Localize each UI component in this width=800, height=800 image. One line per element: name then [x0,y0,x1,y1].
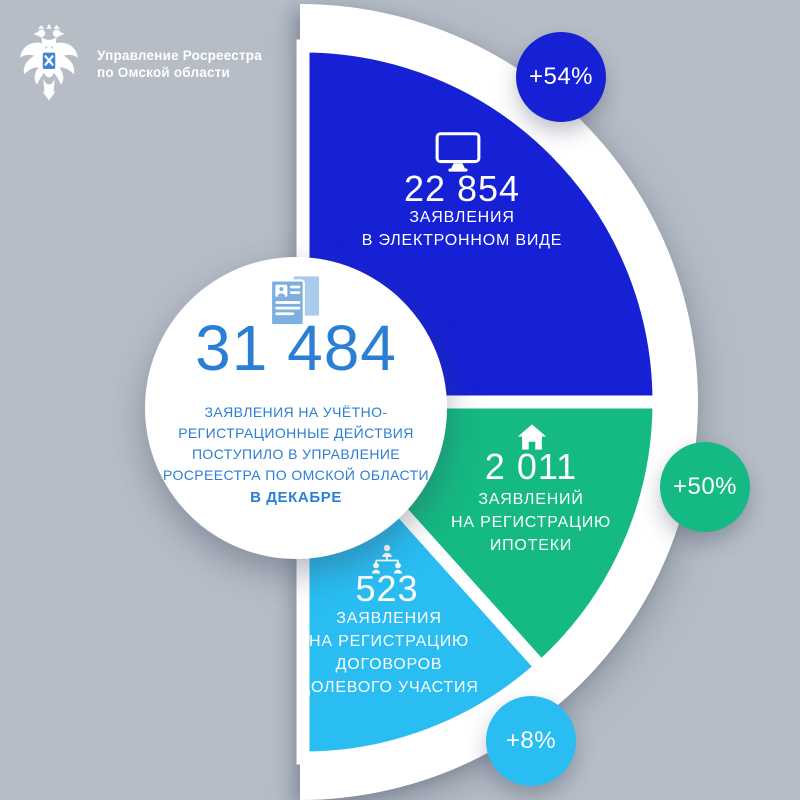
total-description: ЗАЯВЛЕНИЯ НА УЧЁТНО- РЕГИСТРАЦИОННЫЕ ДЕЙ… [163,402,429,486]
electronic-value: 22 854 [403,168,521,209]
shared-construction-label: ЗАЯВЛЕНИЯ НА РЕГИСТРАЦИЮ ДОГОВОРОВ ДОЛЕВ… [299,607,478,699]
mortgage-value: 2 011 [484,446,578,487]
shared-label-line2: НА РЕГИСТРАЦИЮ [309,633,469,650]
total-description-line4: РОСРЕЕСТРА ПО ОМСКОЙ ОБЛАСТИ [163,467,429,483]
badge-shared-construction: +8% [486,696,576,786]
badge-electronic: +54% [516,32,606,122]
rosreestr-logo: Управление Росреестра по Омской области [17,21,262,107]
total-description-line3: ПОСТУПИЛО В УПРАВЛЕНИЕ [191,446,401,462]
org-name-line2: по Омской области [97,65,230,80]
electronic-label-line1: ЗАЯВЛЕНИЯ [409,209,515,226]
mortgage-label-line2: НА РЕГИСТРАЦИЮ [451,514,611,531]
org-name: Управление Росреестра по Омской области [97,47,262,81]
house-icon [517,423,547,451]
shared-label-line4: ДОЛЕВОГО УЧАСТИЯ [299,679,479,696]
total-description-line2: РЕГИСТРАЦИОННЫЕ ДЕЙСТВИЯ [178,425,414,441]
shared-construction-value: 523 [355,568,419,609]
org-name-line1: Управление Росреестра [97,48,262,63]
badge-electronic-text: +54% [528,63,594,90]
period-label: В ДЕКАБРЕ [250,489,342,506]
badge-mortgage: +50% [660,442,750,532]
total-value: 31 484 [195,312,397,384]
documents-icon [265,273,327,331]
mortgage-label-line1: ЗАЯВЛЕНИЙ [478,491,584,508]
badge-shared-text: +8% [505,727,557,754]
central-stat-circle: 31 484 ЗАЯВЛЕНИЯ НА УЧЁТНО- РЕГИСТРАЦИОН… [145,257,447,559]
total-description-line1: ЗАЯВЛЕНИЯ НА УЧЁТНО- [204,404,388,420]
electronic-label-line2: В ЭЛЕКТРОННОМ ВИДЕ [361,232,563,249]
eagle-emblem-icon [17,21,81,107]
mortgage-label: ЗАЯВЛЕНИЙ НА РЕГИСТРАЦИЮ ИПОТЕКИ [451,488,611,557]
org-structure-icon [369,544,405,574]
badge-mortgage-text: +50% [672,473,738,500]
shared-label-line1: ЗАЯВЛЕНИЯ [336,610,442,627]
mortgage-label-line3: ИПОТЕКИ [489,537,573,554]
shared-label-line3: ДОГОВОРОВ [335,656,443,673]
electronic-label: ЗАЯВЛЕНИЯ В ЭЛЕКТРОННОМ ВИДЕ [362,206,563,252]
monitor-icon [435,132,481,172]
